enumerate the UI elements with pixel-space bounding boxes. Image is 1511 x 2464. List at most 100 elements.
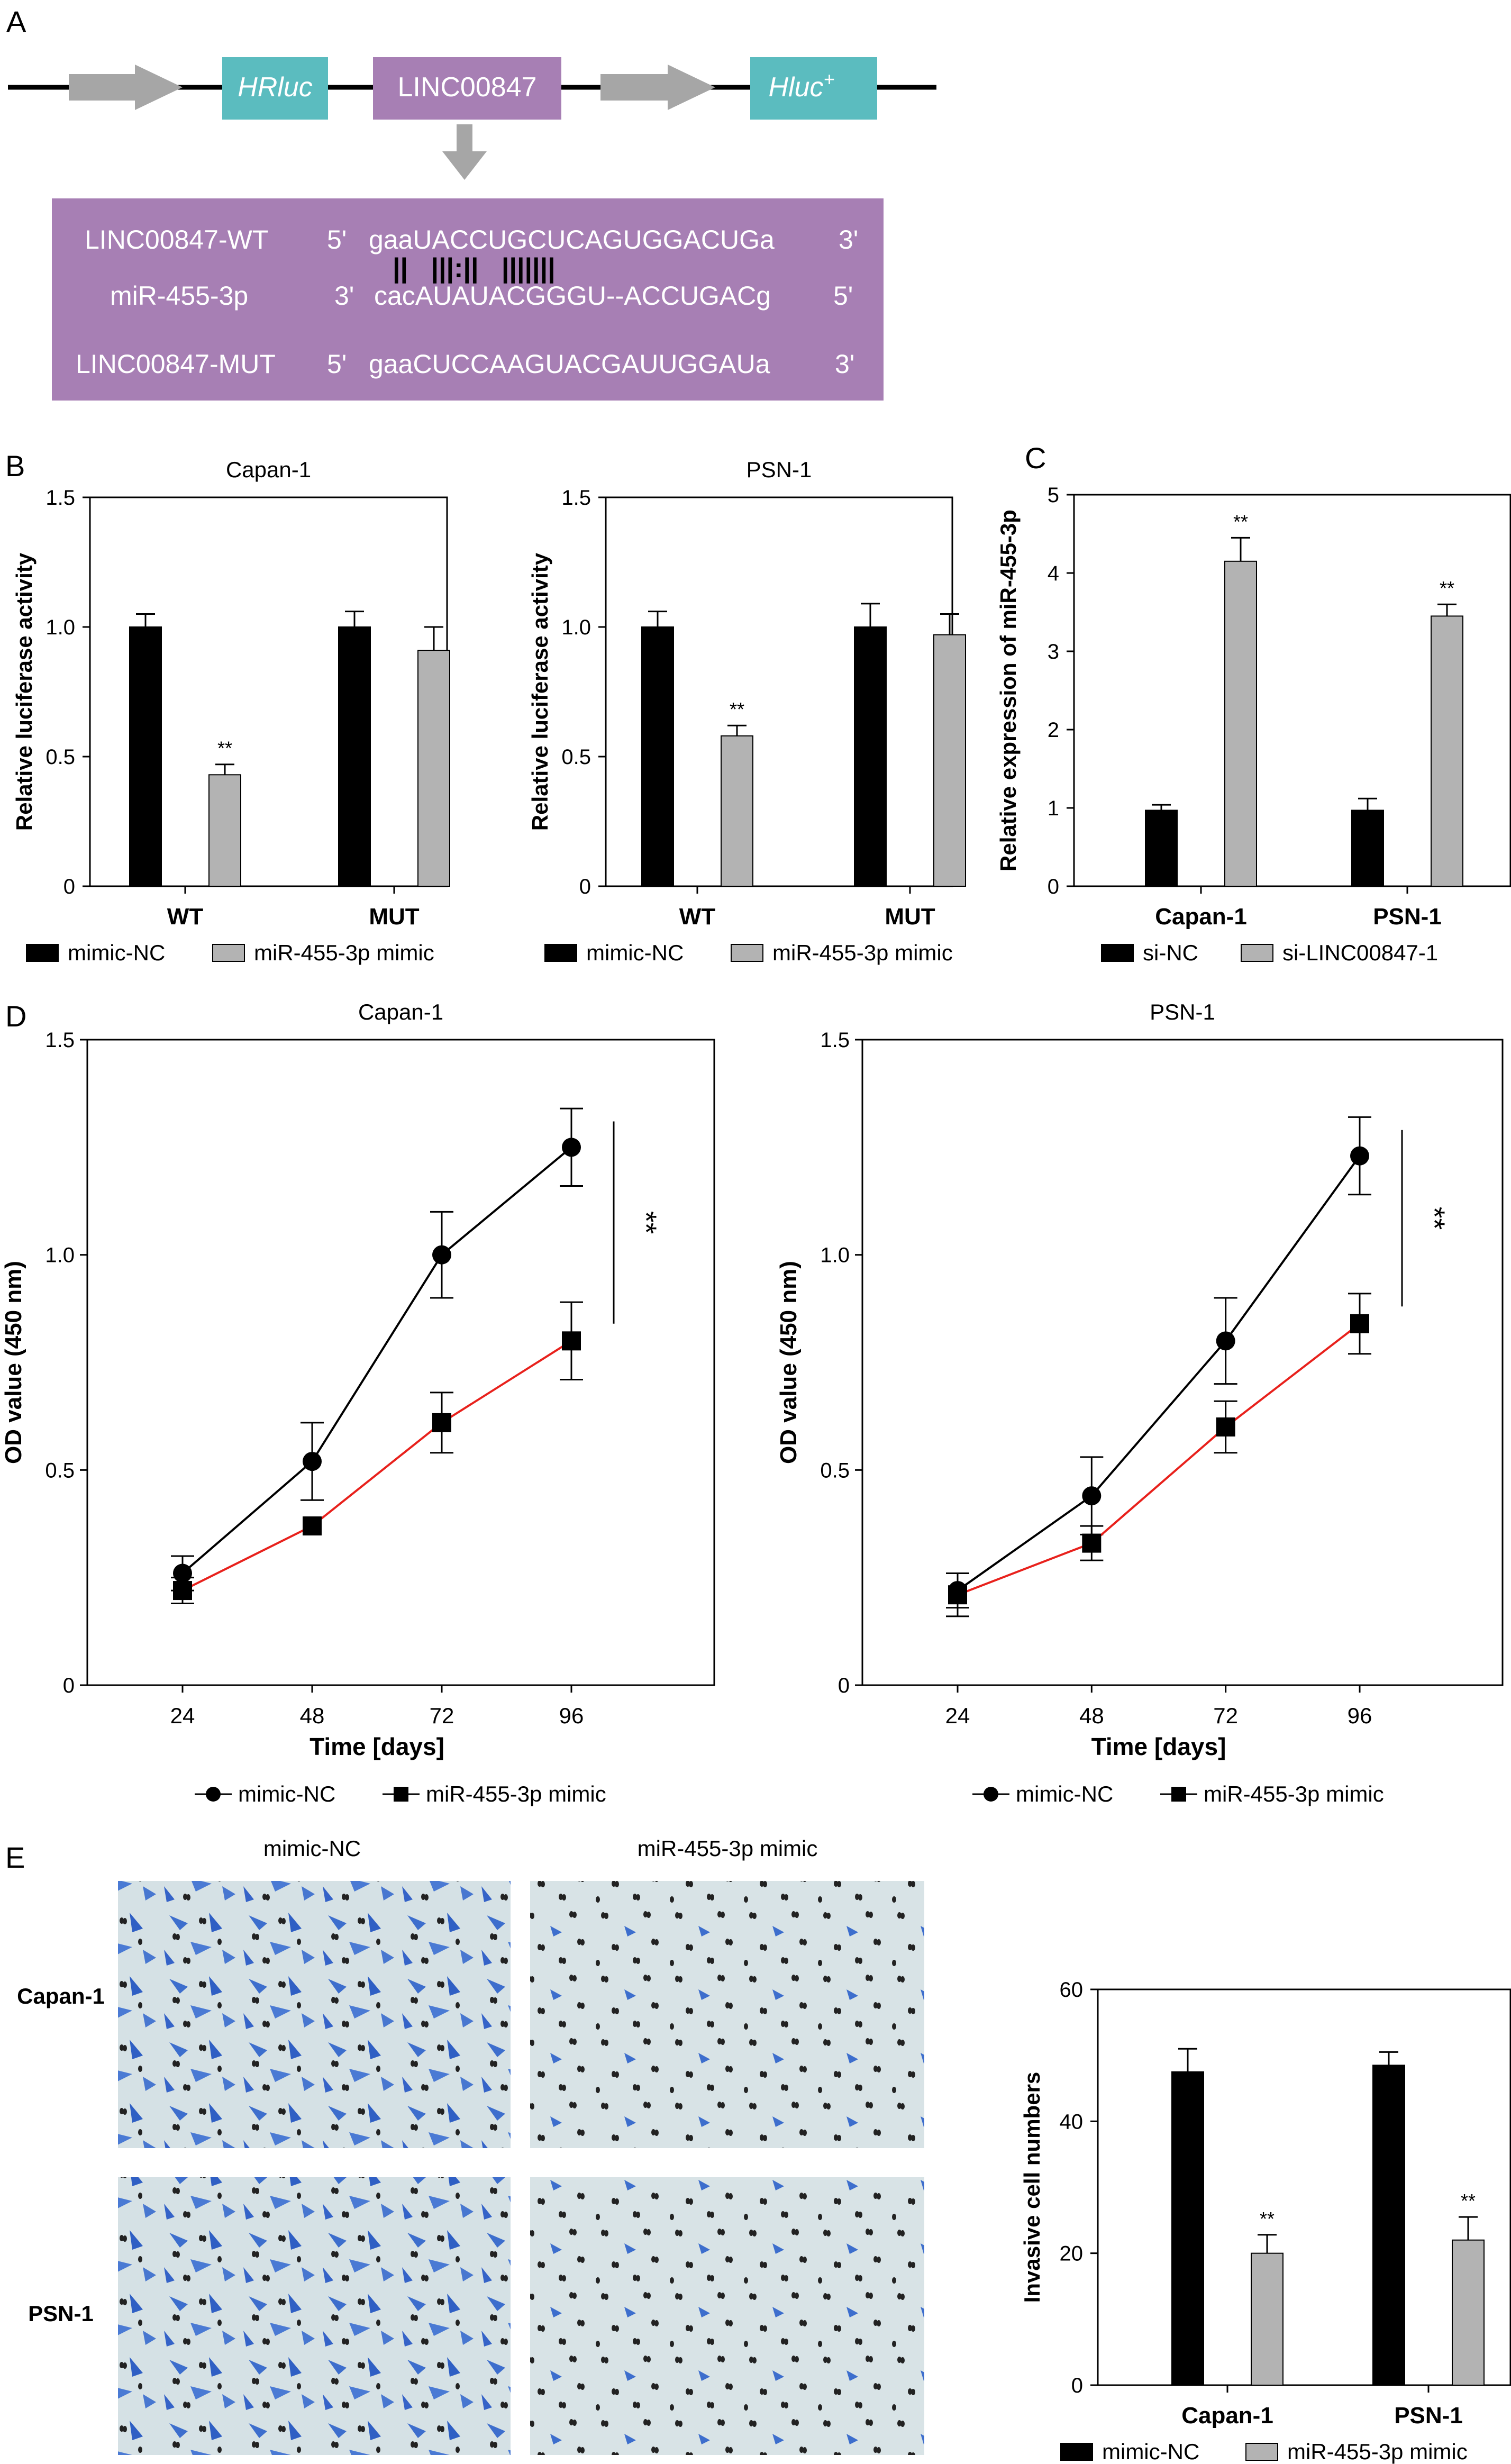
chart-d-psn: 0 0.5 1.0 1.5 OD value (450 nm) PSN-1 24 48 72 96… xyxy=(776,999,1504,1760)
y-tick-label: 2 xyxy=(1048,719,1059,742)
micrograph-row-label-capan: Capan-1 xyxy=(17,1984,105,2008)
series-line xyxy=(957,1323,1361,1596)
legend-label: mimic-NC xyxy=(586,940,684,965)
significance-label: ** xyxy=(1260,2208,1275,2230)
data-point xyxy=(1216,1417,1235,1436)
y-tick-label: 0 xyxy=(579,875,591,898)
data-point xyxy=(948,1585,967,1605)
legend-label: mimic-NC xyxy=(1102,2439,1199,2464)
legend-marker xyxy=(206,1787,221,1802)
chart-title: PSN-1 xyxy=(747,457,812,482)
hrluc-label: HRluc xyxy=(238,72,313,103)
plot-frame xyxy=(1097,1988,1511,2386)
x-tick-label: Capan-1 xyxy=(1155,904,1247,930)
y-axis-label: Relative luciferase activity xyxy=(527,552,552,831)
y-tick-label: 40 xyxy=(1060,2110,1084,2133)
chart-title: PSN-1 xyxy=(1150,999,1215,1024)
bar xyxy=(1372,2065,1405,2386)
y-tick-label: 1.0 xyxy=(45,1244,75,1267)
y-tick-label: 60 xyxy=(1060,1978,1084,2002)
data-point xyxy=(1216,1331,1235,1351)
y-tick-label: 0.5 xyxy=(820,1459,850,1482)
plot-frame xyxy=(86,1039,715,1686)
bar xyxy=(854,626,887,887)
series-line xyxy=(957,1155,1361,1592)
mir-name: miR-455-3p xyxy=(110,281,248,311)
bar xyxy=(1431,615,1463,887)
legend-label: miR-455-3p mimic xyxy=(772,940,953,965)
data-point xyxy=(432,1245,451,1265)
data-point xyxy=(432,1413,451,1432)
micrograph-capan-mir-mimic xyxy=(530,1881,924,2148)
legend-label: mimic-NC xyxy=(68,940,165,965)
data-point xyxy=(562,1331,581,1351)
y-tick-label: 0 xyxy=(1048,875,1059,898)
legend-swatch xyxy=(26,944,59,962)
legend-swatch xyxy=(544,944,577,962)
legend-swatch xyxy=(1060,2443,1093,2461)
data-point xyxy=(1350,1314,1369,1333)
data-point xyxy=(173,1581,192,1601)
bar xyxy=(338,626,371,887)
y-tick-label: 1.0 xyxy=(45,616,75,639)
x-tick-label: 48 xyxy=(300,1703,325,1728)
y-tick-label: 3 xyxy=(1048,640,1059,663)
y-tick-label: 1.5 xyxy=(45,1029,75,1052)
chart-b-psn: 0 0.5 1.0 1.5 Relative luciferase activity PS… xyxy=(527,457,966,930)
y-tick-label: 1.5 xyxy=(820,1029,850,1052)
y-tick-label: 0 xyxy=(63,1674,75,1697)
data-point xyxy=(562,1138,581,1157)
bar xyxy=(933,634,966,887)
y-tick-label: 1.0 xyxy=(561,616,591,639)
legend-label: si-NC xyxy=(1143,940,1198,965)
wt-name: LINC00847-WT xyxy=(85,225,268,254)
y-tick-label: 0.5 xyxy=(45,1459,75,1482)
x-axis-label: Time [days] xyxy=(310,1733,444,1760)
mir-end3: 5' xyxy=(833,281,853,311)
x-tick-label: MUT xyxy=(885,904,935,930)
insert-arrow-down xyxy=(442,124,487,180)
y-axis-label: Relative expression of miR-455-3p xyxy=(996,510,1021,871)
panel-letter-e: E xyxy=(5,1841,25,1874)
legend-label: si-LINC00847-1 xyxy=(1282,940,1438,965)
bar xyxy=(721,735,753,887)
data-point xyxy=(303,1452,322,1471)
x-tick-label: 96 xyxy=(1348,1703,1372,1728)
micrograph-psn-mimic-nc xyxy=(118,2177,511,2455)
promoter-arrow-2 xyxy=(600,65,715,110)
significance-label: ** xyxy=(217,738,232,759)
significance-label: ** xyxy=(630,1211,663,1234)
data-point xyxy=(303,1516,322,1536)
legend-label: miR-455-3p mimic xyxy=(254,940,434,965)
chart-title: Capan-1 xyxy=(358,999,443,1024)
insert-box xyxy=(373,57,561,120)
micrograph-col-label-mimic: miR-455-3p mimic xyxy=(638,1836,818,1861)
legend-marker xyxy=(394,1787,408,1802)
bar xyxy=(641,626,674,887)
significance-label: ** xyxy=(1461,2190,1476,2212)
panel-letter-b: B xyxy=(5,449,25,483)
x-tick-label: 24 xyxy=(170,1703,195,1728)
y-tick-label: 1.0 xyxy=(820,1244,850,1267)
chart-b-capan: 0 0.5 1.0 1.5 Relative luciferase activity Ca… xyxy=(12,457,450,930)
legend-label: mimic-NC xyxy=(1016,1781,1113,1806)
y-tick-label: 4 xyxy=(1048,562,1059,585)
plot-frame xyxy=(1073,494,1511,887)
x-tick-label: 72 xyxy=(430,1703,454,1728)
mir-end5: 3' xyxy=(334,281,354,311)
wt-seq: gaaUACCUGCUCAGUGGACUGa xyxy=(369,225,775,254)
significance-label: ** xyxy=(1418,1207,1451,1230)
chart-c: 0 1 2 3 4 5 Relative expression of miR-455-3p C… xyxy=(996,484,1511,930)
x-tick-label: PSN-1 xyxy=(1373,904,1442,930)
base-pairing: || |||:|| ||||||| xyxy=(393,253,556,284)
promoter-arrow-1 xyxy=(69,65,183,110)
y-tick-label: 5 xyxy=(1048,484,1059,507)
bar xyxy=(129,626,162,887)
mut-seq: gaaCUCCAAGUACGAUUGGAUa xyxy=(369,349,770,379)
legend-swatch xyxy=(1245,2443,1278,2461)
x-tick-label: 48 xyxy=(1079,1703,1104,1728)
mut-end5: 5' xyxy=(327,349,347,379)
x-tick-label: 96 xyxy=(559,1703,584,1728)
legend-label: mimic-NC xyxy=(238,1781,335,1806)
significance-label: ** xyxy=(730,698,744,720)
